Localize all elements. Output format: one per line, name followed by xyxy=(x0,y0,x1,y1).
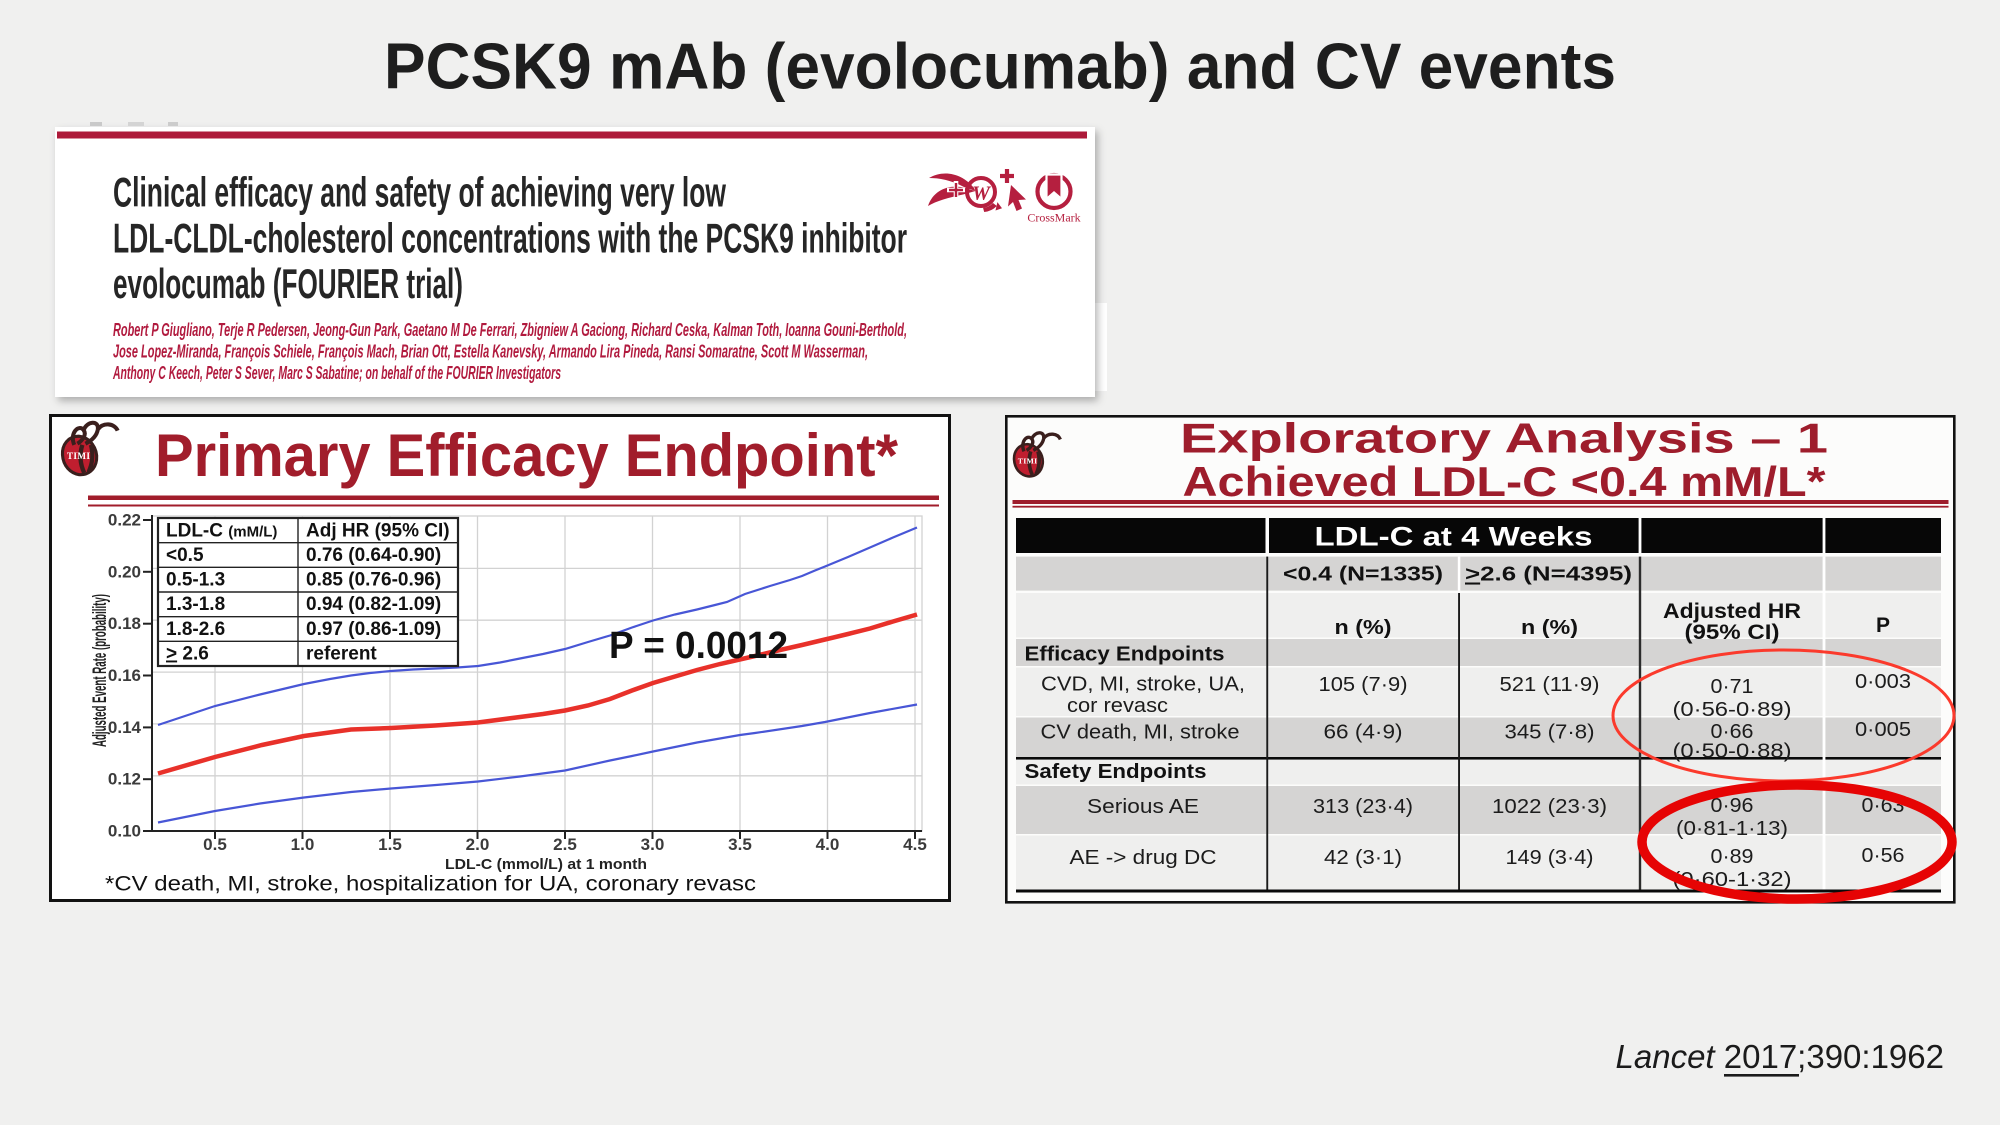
svg-text:Lancet 2017;390:1962: Lancet 2017;390:1962 xyxy=(1616,1038,1944,1075)
svg-text:3.0: 3.0 xyxy=(641,835,665,854)
svg-text:0.76 (0.64-0.90): 0.76 (0.64-0.90) xyxy=(306,545,441,566)
svg-text:0.14: 0.14 xyxy=(108,718,142,737)
svg-text:1022 (23·3): 1022 (23·3) xyxy=(1492,795,1607,818)
svg-text:cor revasc: cor revasc xyxy=(1067,694,1168,717)
svg-text:referent: referent xyxy=(306,644,377,665)
svg-text:1.5: 1.5 xyxy=(378,835,402,854)
svg-text:TIMI: TIMI xyxy=(1018,456,1038,465)
svg-text:0·005: 0·005 xyxy=(1855,718,1911,741)
svg-text:3.5: 3.5 xyxy=(728,835,752,854)
svg-text:Adj HR (95% CI): Adj HR (95% CI) xyxy=(306,521,450,542)
svg-text:66 (4·9): 66 (4·9) xyxy=(1324,720,1403,743)
svg-text:4.5: 4.5 xyxy=(903,835,927,854)
svg-text:TIMI: TIMI xyxy=(67,452,91,462)
svg-text:n (%): n (%) xyxy=(1335,616,1392,639)
svg-text:(0·81-1·13): (0·81-1·13) xyxy=(1676,817,1788,840)
svg-text:0·89: 0·89 xyxy=(1711,845,1754,868)
svg-text:345 (7·8): 345 (7·8) xyxy=(1505,720,1595,743)
svg-text:0.18: 0.18 xyxy=(108,614,141,633)
svg-text:Robert P Giugliano, Terje R Pe: Robert P Giugliano, Terje R Pedersen, Je… xyxy=(113,320,907,340)
svg-text:Achieved LDL-C <0.4 mM/L*: Achieved LDL-C <0.4 mM/L* xyxy=(1183,458,1827,505)
svg-text:> 2.6: > 2.6 xyxy=(166,644,209,665)
svg-text:0.10: 0.10 xyxy=(108,822,141,841)
svg-text:PCSK9 mAb (evolocumab) and CV: PCSK9 mAb (evolocumab) and CV events xyxy=(384,31,1616,103)
svg-text:0.12: 0.12 xyxy=(108,770,141,789)
svg-text:Safety Endpoints: Safety Endpoints xyxy=(1025,760,1207,783)
svg-text:0.5: 0.5 xyxy=(203,835,227,854)
svg-text:0.97 (0.86-1.09): 0.97 (0.86-1.09) xyxy=(306,619,441,640)
svg-text:P = 0.0012: P = 0.0012 xyxy=(609,625,788,667)
svg-text:Efficacy Endpoints: Efficacy Endpoints xyxy=(1025,643,1225,666)
svg-text:4.0: 4.0 xyxy=(816,835,840,854)
svg-text:Serious AE: Serious AE xyxy=(1087,795,1199,818)
svg-text:LDL-C at 4 Weeks: LDL-C at 4 Weeks xyxy=(1315,522,1593,552)
svg-text:105 (7·9): 105 (7·9) xyxy=(1319,673,1408,696)
svg-text:1.8-2.6: 1.8-2.6 xyxy=(166,619,225,640)
svg-text:1.0: 1.0 xyxy=(291,835,315,854)
svg-text:CrossMark: CrossMark xyxy=(1027,211,1080,225)
svg-text:*CV death, MI, stroke, hospita: *CV death, MI, stroke, hospitalization f… xyxy=(105,872,756,896)
svg-text:W: W xyxy=(972,183,991,205)
svg-text:0·56: 0·56 xyxy=(1862,844,1905,867)
svg-text:0·71: 0·71 xyxy=(1711,675,1754,698)
svg-text:AE -> drug DC: AE -> drug DC xyxy=(1070,846,1217,869)
svg-text:Jose Lopez-Miranda, François S: Jose Lopez-Miranda, François Schiele, Fr… xyxy=(113,342,868,362)
svg-text:2.0: 2.0 xyxy=(466,835,490,854)
svg-text:n (%): n (%) xyxy=(1521,616,1578,639)
svg-text:Clinical efficacy and safety o: Clinical efficacy and safety of achievin… xyxy=(113,169,726,216)
svg-text:0.5-1.3: 0.5-1.3 xyxy=(166,570,225,591)
svg-text:0.20: 0.20 xyxy=(108,562,141,581)
svg-text:CV death, MI, stroke: CV death, MI, stroke xyxy=(1041,720,1240,743)
svg-text:0.16: 0.16 xyxy=(108,666,141,685)
svg-text:>2.6 (N=4395): >2.6 (N=4395) xyxy=(1465,563,1632,586)
svg-text:0.94 (0.82-1.09): 0.94 (0.82-1.09) xyxy=(306,594,441,615)
svg-text:42 (3·1): 42 (3·1) xyxy=(1324,846,1402,869)
svg-text:149 (3·4): 149 (3·4) xyxy=(1506,846,1594,869)
svg-text:0·96: 0·96 xyxy=(1711,794,1754,817)
svg-text:521 (11·9): 521 (11·9) xyxy=(1500,673,1600,696)
svg-text:Exploratory Analysis – 1: Exploratory Analysis – 1 xyxy=(1180,415,1828,462)
svg-text:<0.4 (N=1335): <0.4 (N=1335) xyxy=(1283,563,1443,586)
svg-text:(0·50-0·88): (0·50-0·88) xyxy=(1673,740,1792,763)
svg-text:(0·56-0·89): (0·56-0·89) xyxy=(1673,698,1792,721)
svg-text:LDL-CLDL-cholesterol concentra: LDL-CLDL-cholesterol concentrations with… xyxy=(113,215,907,262)
svg-text:P: P xyxy=(1876,614,1890,637)
svg-text:evolocumab (FOURIER trial): evolocumab (FOURIER trial) xyxy=(113,260,463,307)
svg-text:LDL-C (mmol/L) at 1 month: LDL-C (mmol/L) at 1 month xyxy=(445,856,647,873)
svg-text:1.3-1.8: 1.3-1.8 xyxy=(166,594,225,615)
svg-text:(95% CI): (95% CI) xyxy=(1685,621,1780,644)
svg-text:2.5: 2.5 xyxy=(553,835,577,854)
svg-text:Primary Efficacy Endpoint*: Primary Efficacy Endpoint* xyxy=(155,422,899,489)
svg-text:0·66: 0·66 xyxy=(1711,720,1754,743)
svg-text:0·003: 0·003 xyxy=(1855,670,1911,693)
svg-text:0.22: 0.22 xyxy=(108,511,141,530)
svg-text:LDL-C (mM/L): LDL-C (mM/L) xyxy=(166,521,277,542)
svg-text:0.85 (0.76-0.96): 0.85 (0.76-0.96) xyxy=(306,570,441,591)
svg-text:Adjusted HR: Adjusted HR xyxy=(1663,600,1801,623)
svg-text:Anthony C Keech, Peter S Sever: Anthony C Keech, Peter S Sever, Marc S S… xyxy=(112,363,561,383)
svg-text:Adjusted Event Rate (probabili: Adjusted Event Rate (probability) xyxy=(90,594,111,747)
svg-text:<0.5: <0.5 xyxy=(166,545,204,566)
svg-text:CVD, MI, stroke, UA,: CVD, MI, stroke, UA, xyxy=(1041,673,1245,696)
svg-text:313 (23·4): 313 (23·4) xyxy=(1313,795,1413,818)
